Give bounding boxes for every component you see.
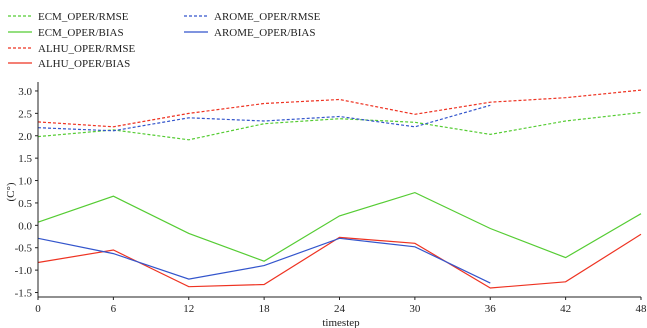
x-tick-label: 42 — [560, 303, 571, 315]
legend-label: ALHU_OPER/RMSE — [38, 43, 135, 55]
x-tick-label: 36 — [485, 303, 497, 315]
x-tick-label: 30 — [409, 303, 421, 315]
x-tick-label: 6 — [111, 303, 117, 315]
y-tick-label: 0.0 — [18, 220, 32, 232]
series-line-alhu-oper-rmse — [37, 89, 642, 128]
series-line-ecm-oper-bias — [37, 191, 642, 262]
series-line-arome-oper-rmse — [37, 104, 491, 132]
series-line-alhu-oper-bias — [37, 233, 642, 289]
legend-label: ECM_OPER/BIAS — [38, 27, 124, 39]
legend-label: AROME_OPER/RMSE — [214, 11, 321, 23]
y-axis: -1.5 -1.0 -0.5 0.0 0.5 1.0 1.5 2.0 2.5 3.0 — [15, 82, 39, 300]
y-tick-label: 2.5 — [18, 108, 32, 120]
x-tick-label: 24 — [334, 303, 346, 315]
y-tick-label: 0.5 — [18, 198, 32, 210]
y-tick-label: -1.0 — [15, 265, 33, 277]
legend-label: ECM_OPER/RMSE — [38, 11, 129, 23]
series-line-ecm-oper-rmse — [37, 111, 642, 141]
y-tick-label: -1.5 — [15, 288, 33, 300]
x-tick-label: 0 — [35, 303, 41, 315]
legend-label: AROME_OPER/BIAS — [214, 27, 315, 39]
legend: ECM_OPER/RMSE ECM_OPER/BIAS ALHU_OPER/RMSE… — [8, 11, 321, 70]
y-tick-label: -0.5 — [15, 243, 33, 255]
x-tick-label: 18 — [259, 303, 271, 315]
y-tick-label: 3.0 — [18, 86, 32, 98]
y-tick-label: 1.5 — [18, 153, 32, 165]
plot-area — [37, 89, 642, 289]
x-axis-label: timestep — [322, 317, 360, 328]
series-line-arome-oper-bias — [37, 237, 491, 284]
x-axis: 0 6 12 18 24 30 36 42 48 — [35, 296, 647, 315]
x-tick-label: 12 — [183, 303, 194, 315]
y-axis-label: (C°) — [5, 182, 17, 201]
y-tick-label: 2.0 — [18, 131, 32, 143]
legend-label: ALHU_OPER/BIAS — [38, 58, 130, 70]
y-tick-label: 1.0 — [18, 176, 32, 188]
x-tick-label: 48 — [636, 303, 647, 315]
